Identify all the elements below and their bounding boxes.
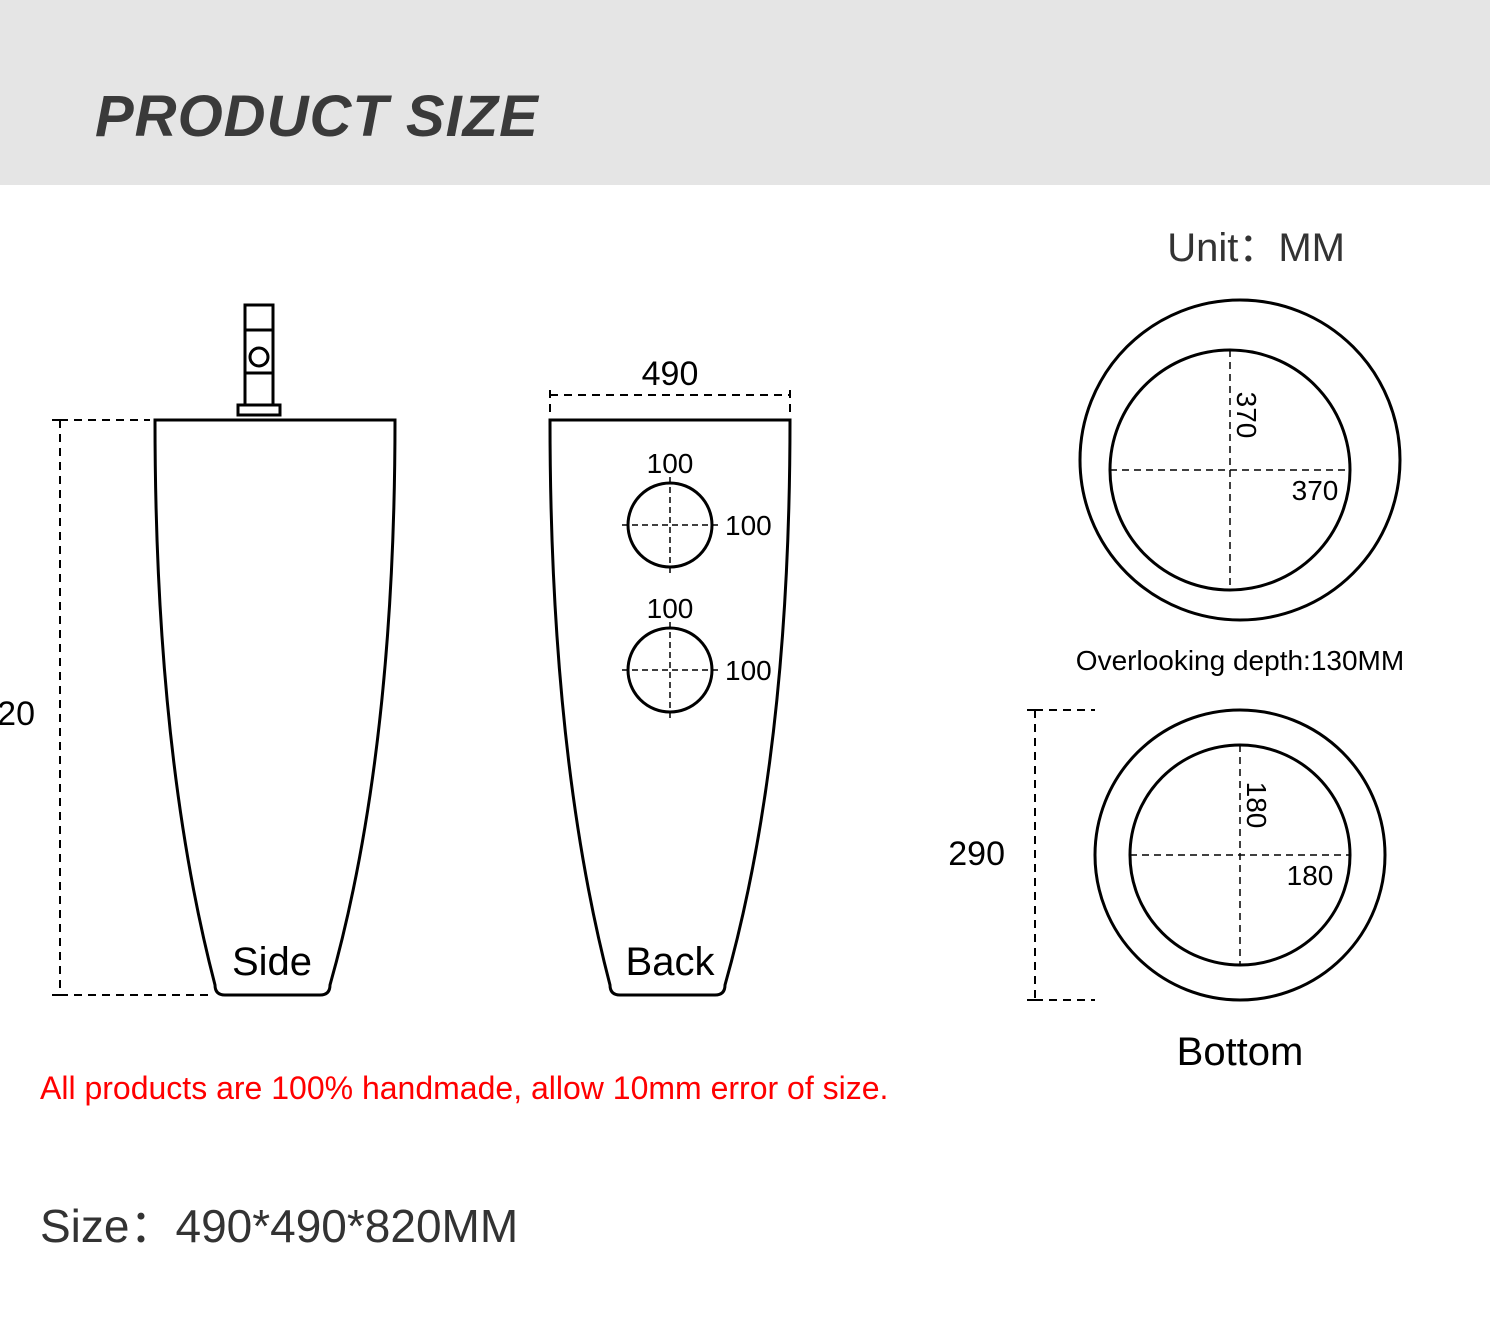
back-view: 490 100 100 100 100 Back bbox=[550, 355, 790, 995]
back-width-dim: 490 bbox=[642, 355, 699, 393]
unit-prefix: Unit： bbox=[1167, 226, 1278, 270]
side-height-dim: 820 bbox=[0, 695, 35, 733]
unit-label: Unit：MM bbox=[1167, 215, 1345, 273]
back-hole2-h: 100 bbox=[725, 655, 772, 686]
diagram-area: 820 Side 490 100 100 bbox=[0, 295, 1490, 1055]
size-label: Size： bbox=[40, 1200, 175, 1252]
back-label: Back bbox=[626, 940, 716, 984]
back-hole2-w: 100 bbox=[647, 593, 694, 624]
top-inner-h: 370 bbox=[1292, 475, 1339, 506]
back-hole1-h: 100 bbox=[725, 510, 772, 541]
unit-value: MM bbox=[1278, 226, 1345, 270]
bottom-label: Bottom bbox=[1177, 1030, 1304, 1074]
top-view: 370 370 Overlooking depth:130MM bbox=[1076, 300, 1404, 676]
size-line: Size：490*490*820MM bbox=[40, 1190, 518, 1256]
back-hole1-w: 100 bbox=[647, 448, 694, 479]
size-value: 490*490*820MM bbox=[175, 1200, 518, 1252]
side-view: 820 Side bbox=[0, 305, 395, 995]
header-bar: PRODUCT SIZE bbox=[0, 0, 1490, 185]
page-title: PRODUCT SIZE bbox=[95, 83, 539, 150]
side-label: Side bbox=[232, 940, 312, 984]
technical-drawing-svg: 820 Side 490 100 100 bbox=[0, 295, 1490, 1075]
bottom-view: 180 180 290 Bottom bbox=[948, 710, 1385, 1074]
bottom-inner-h: 180 bbox=[1287, 860, 1334, 891]
bottom-outer-dim: 290 bbox=[948, 835, 1005, 873]
top-depth-label: Overlooking depth:130MM bbox=[1076, 645, 1404, 676]
disclaimer-text: All products are 100% handmade, allow 10… bbox=[40, 1070, 888, 1107]
top-inner-v: 370 bbox=[1231, 392, 1262, 439]
bottom-inner-v: 180 bbox=[1241, 782, 1272, 829]
